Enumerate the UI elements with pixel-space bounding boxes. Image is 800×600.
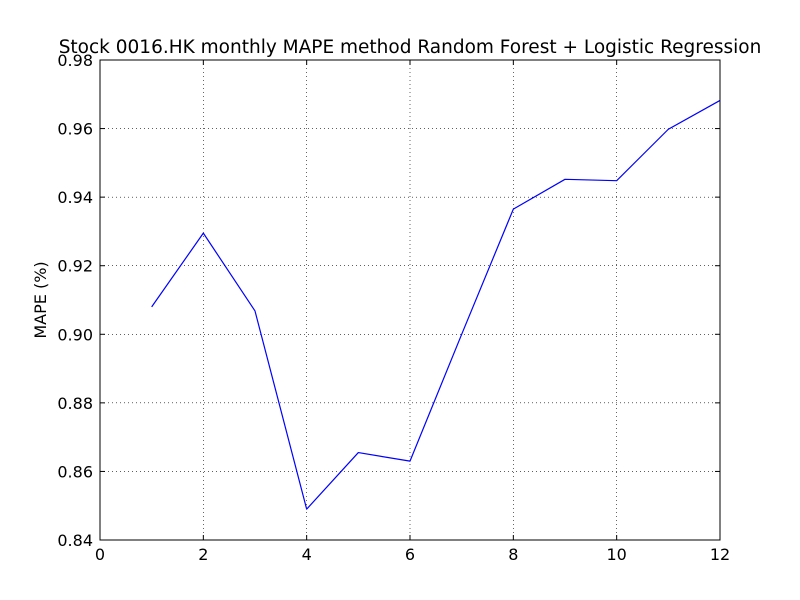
y-tick-label: 0.84: [57, 531, 93, 550]
y-tick-labels: 0.84 0.86 0.88 0.90 0.92 0.94 0.96 0.98: [57, 51, 93, 550]
x-tick-label: 4: [302, 545, 312, 564]
x-tick-labels: 0 2 4 6 8 10 12: [95, 545, 730, 564]
y-tick-label: 0.86: [57, 462, 93, 481]
x-tick-label: 2: [198, 545, 208, 564]
chart-title: Stock 0016.HK monthly MAPE method Random…: [59, 37, 762, 58]
x-tick-label: 12: [710, 545, 730, 564]
x-tick-label: 6: [405, 545, 415, 564]
x-tick-label: 10: [606, 545, 626, 564]
y-tick-label: 0.90: [57, 325, 93, 344]
series-group: [151, 99, 721, 510]
x-tick-label: 0: [95, 545, 105, 564]
grid-lines: [100, 60, 720, 540]
x-tick-label: 8: [508, 545, 518, 564]
series-line: [151, 99, 721, 510]
y-tick-label: 0.98: [57, 51, 93, 70]
tick-marks: [99, 59, 721, 541]
y-tick-label: 0.92: [57, 257, 93, 276]
y-tick-label: 0.94: [57, 188, 93, 207]
y-axis-label: MAPE (%): [31, 261, 50, 338]
y-tick-label: 0.88: [57, 394, 93, 413]
y-tick-label: 0.96: [57, 120, 93, 139]
